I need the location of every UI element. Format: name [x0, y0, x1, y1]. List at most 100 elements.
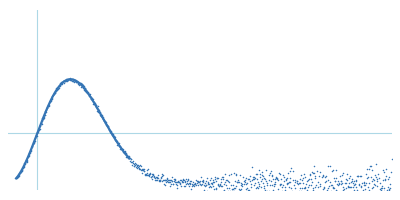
- Point: [285, 182, 291, 185]
- Point: [234, 178, 241, 181]
- Point: [154, 176, 161, 180]
- Point: [330, 186, 336, 189]
- Point: [69, 80, 76, 83]
- Point: [216, 182, 223, 185]
- Point: [369, 168, 376, 171]
- Point: [53, 87, 60, 90]
- Point: [388, 193, 395, 196]
- Point: [357, 175, 363, 178]
- Point: [130, 159, 136, 162]
- Point: [140, 168, 146, 171]
- Point: [89, 98, 95, 101]
- Point: [164, 180, 171, 183]
- Point: [54, 88, 60, 91]
- Point: [20, 165, 27, 168]
- Point: [214, 176, 220, 179]
- Point: [351, 183, 357, 187]
- Point: [265, 194, 272, 197]
- Point: [22, 162, 28, 165]
- Point: [149, 174, 155, 177]
- Point: [36, 127, 43, 130]
- Point: [249, 178, 256, 182]
- Point: [360, 188, 366, 191]
- Point: [189, 180, 196, 184]
- Point: [367, 197, 374, 200]
- Point: [42, 110, 49, 113]
- Point: [242, 179, 248, 182]
- Point: [26, 155, 32, 158]
- Point: [103, 124, 110, 127]
- Point: [43, 109, 49, 112]
- Point: [293, 190, 300, 193]
- Point: [28, 149, 34, 153]
- Point: [228, 183, 235, 186]
- Point: [39, 117, 46, 120]
- Point: [217, 181, 224, 184]
- Point: [302, 175, 309, 178]
- Point: [344, 173, 350, 176]
- Point: [107, 129, 114, 132]
- Point: [183, 178, 189, 181]
- Point: [297, 187, 304, 190]
- Point: [238, 183, 245, 187]
- Point: [339, 174, 345, 177]
- Point: [315, 181, 322, 184]
- Point: [165, 180, 172, 183]
- Point: [337, 175, 343, 178]
- Point: [62, 80, 68, 83]
- Point: [380, 169, 386, 172]
- Point: [262, 188, 268, 191]
- Point: [125, 156, 131, 160]
- Point: [290, 169, 296, 172]
- Point: [340, 185, 347, 188]
- Point: [332, 189, 339, 192]
- Point: [250, 177, 256, 180]
- Point: [376, 176, 383, 179]
- Point: [50, 93, 56, 96]
- Point: [170, 183, 176, 186]
- Point: [345, 186, 352, 189]
- Point: [333, 176, 339, 179]
- Point: [340, 172, 346, 175]
- Point: [316, 192, 322, 195]
- Point: [91, 102, 97, 106]
- Point: [378, 187, 384, 190]
- Point: [169, 180, 176, 183]
- Point: [373, 185, 380, 188]
- Point: [106, 128, 112, 131]
- Point: [109, 133, 116, 136]
- Point: [209, 183, 215, 186]
- Point: [245, 178, 252, 181]
- Point: [348, 185, 354, 189]
- Point: [324, 187, 331, 190]
- Point: [361, 183, 368, 186]
- Point: [68, 78, 74, 81]
- Point: [366, 181, 372, 185]
- Point: [238, 188, 244, 191]
- Point: [268, 173, 275, 177]
- Point: [223, 179, 229, 182]
- Point: [203, 183, 209, 186]
- Point: [37, 124, 44, 127]
- Point: [320, 174, 327, 178]
- Point: [14, 176, 20, 179]
- Point: [152, 175, 159, 178]
- Point: [282, 185, 288, 188]
- Point: [335, 180, 341, 183]
- Point: [270, 188, 276, 191]
- Point: [118, 146, 124, 149]
- Point: [202, 184, 208, 187]
- Point: [256, 185, 262, 188]
- Point: [187, 182, 194, 186]
- Point: [280, 174, 286, 177]
- Point: [296, 181, 302, 184]
- Point: [368, 164, 374, 167]
- Point: [34, 131, 40, 134]
- Point: [143, 173, 149, 176]
- Point: [365, 176, 371, 179]
- Point: [314, 196, 320, 200]
- Point: [343, 181, 350, 184]
- Point: [128, 160, 135, 163]
- Point: [210, 181, 216, 184]
- Point: [31, 141, 38, 144]
